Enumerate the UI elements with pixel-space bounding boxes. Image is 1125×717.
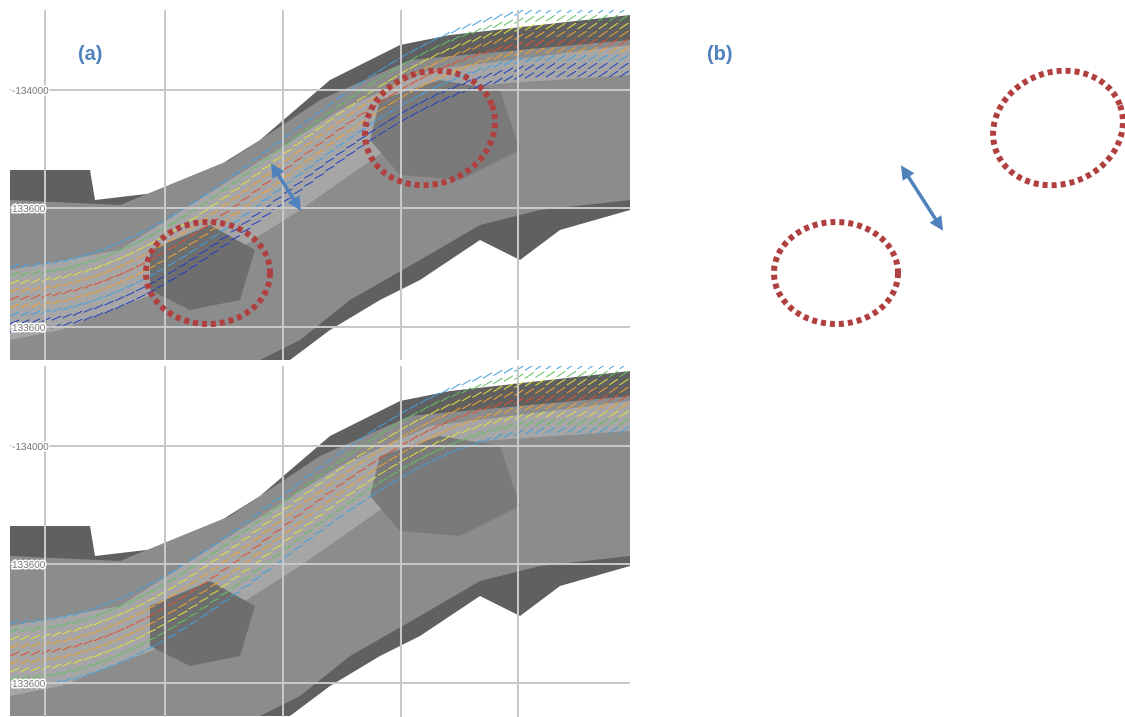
flow-vector [630,31,639,37]
flow-vector [630,403,639,409]
flow-vector [630,55,639,61]
highlight-ellipse [774,222,898,324]
flow-vector [630,7,639,13]
figure: -134000 133600 133600 -134000 133600 133600 (… [0,0,1125,717]
highlight-ellipse [977,53,1125,203]
flow-vector [630,39,639,45]
y-tick-label: 133600 [12,679,46,690]
flow-vector [630,387,639,393]
flow-vector [630,419,639,425]
y-tick-label: -134000 [12,86,49,97]
width-arrow [904,170,940,226]
map-panel: -134000 133600 133600 [10,7,639,362]
flow-vector [630,411,639,417]
y-tick-label: 133600 [12,323,46,334]
flow-vector [630,371,639,377]
flow-vector [630,395,639,401]
flow-vector [630,379,639,385]
panel-label: (b) [707,43,733,65]
y-tick-label: 133600 [12,560,46,571]
flow-vector [630,47,639,53]
flow-vector [630,15,639,21]
flow-vector [630,71,639,77]
panel-label: (a) [78,43,102,65]
flow-vector [630,427,639,433]
flow-vector [630,63,639,69]
panels: -134000 133600 133600 -134000 133600 133600 [10,7,639,717]
y-tick-label: 133600 [12,204,46,215]
flow-vector [630,363,639,369]
flow-vector [630,23,639,29]
map-panel: -134000 133600 133600 [10,363,639,717]
y-tick-label: -134000 [12,442,49,453]
